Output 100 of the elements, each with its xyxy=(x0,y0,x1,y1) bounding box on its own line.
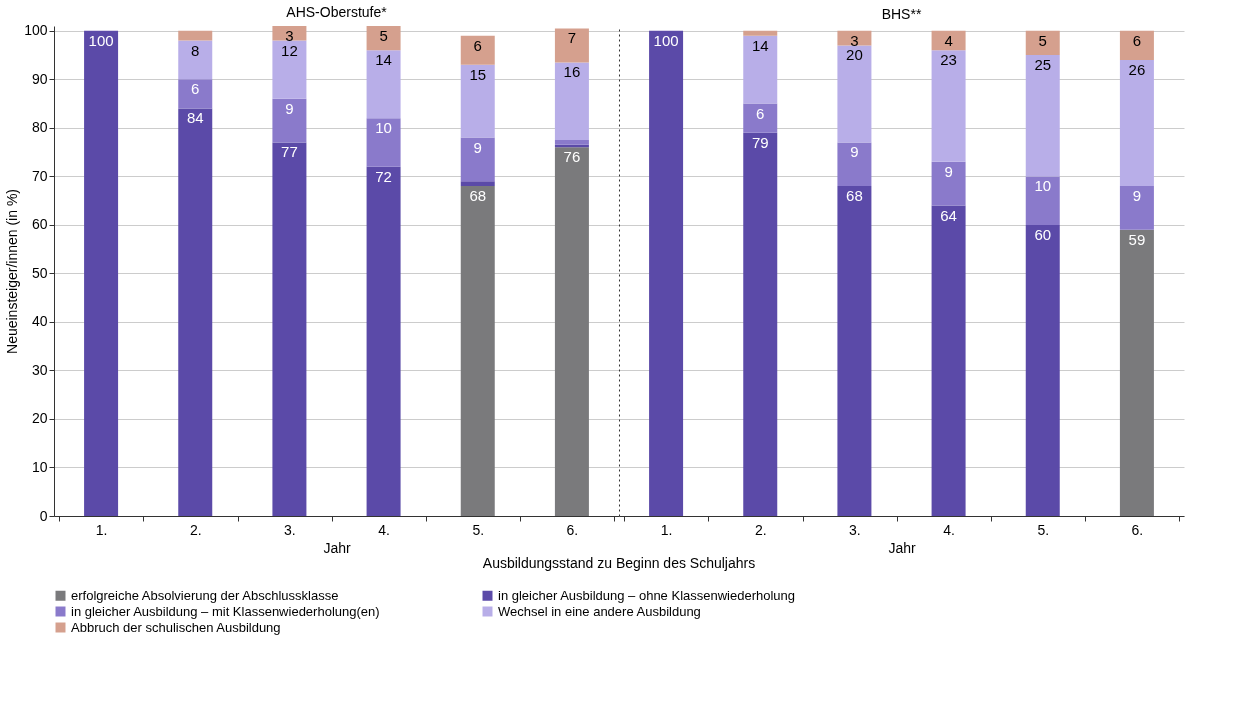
data-label: 10 xyxy=(1034,177,1052,195)
bar xyxy=(272,26,307,41)
bar xyxy=(743,132,778,516)
bar xyxy=(366,118,401,167)
legend-label: in gleicher Ausbildung – mit Klassenwiederholung(en) xyxy=(71,603,380,619)
y-tick-label: 60 xyxy=(31,216,48,233)
bar xyxy=(649,30,684,516)
bar xyxy=(272,98,307,143)
data-label: 12 xyxy=(281,41,298,59)
data-label: 14 xyxy=(751,36,769,54)
data-label: 84 xyxy=(186,109,204,127)
y-tick-label: 80 xyxy=(31,119,48,136)
x-tick-label: 3. xyxy=(284,521,296,538)
x-tick-label: 6. xyxy=(566,521,579,538)
x-tick-label: 1. xyxy=(660,521,673,538)
data-label: 9 xyxy=(473,138,482,156)
y-tick-label: 30 xyxy=(31,361,48,378)
data-label: 77 xyxy=(281,143,298,161)
data-label: 9 xyxy=(944,162,953,180)
y-tick-label: 100 xyxy=(24,22,48,39)
data-label: 59 xyxy=(1128,230,1146,248)
y-tick-label: 90 xyxy=(31,70,48,87)
legend-label: Abbruch der schulischen Ausbildung xyxy=(71,619,281,635)
bar xyxy=(931,30,966,51)
x-tick-label: 5. xyxy=(1037,521,1050,538)
bar xyxy=(84,30,119,516)
bar xyxy=(931,50,966,162)
bar xyxy=(366,50,401,119)
x-tick-label: 4. xyxy=(943,521,955,538)
data-label: 68 xyxy=(469,187,487,205)
data-label: 9 xyxy=(285,99,294,117)
y-tick-label: 20 xyxy=(31,410,48,427)
data-label: 5 xyxy=(1038,31,1047,49)
bar xyxy=(460,186,495,516)
data-label: 25 xyxy=(1034,56,1052,74)
bar xyxy=(1119,30,1154,60)
data-label: 6 xyxy=(191,80,200,98)
data-label: 6 xyxy=(756,104,765,122)
x-tick-label: 3. xyxy=(849,521,861,538)
bar xyxy=(1119,186,1154,230)
legend-label: in gleicher Ausbildung – ohne Klassenwiederholung xyxy=(498,587,796,603)
bar xyxy=(1025,55,1060,177)
bar xyxy=(1025,224,1060,516)
data-label: 14 xyxy=(375,51,392,69)
bar xyxy=(554,140,589,145)
data-label: 100 xyxy=(88,31,114,49)
data-label: 3 xyxy=(850,31,859,49)
bar xyxy=(460,181,495,187)
bar xyxy=(931,161,966,206)
bar xyxy=(178,79,213,109)
chart-title: BHS** xyxy=(881,6,922,22)
bar xyxy=(837,142,872,187)
bar xyxy=(1025,176,1060,225)
data-label: 8 xyxy=(191,41,200,59)
bar xyxy=(366,166,401,516)
x-tick-label: 1. xyxy=(95,521,108,538)
data-label: 15 xyxy=(469,65,487,83)
bar xyxy=(1119,59,1154,187)
bar xyxy=(743,103,778,133)
data-label: 76 xyxy=(563,148,581,166)
bar xyxy=(554,28,589,63)
data-label: 64 xyxy=(940,206,957,224)
data-label: 9 xyxy=(850,143,859,161)
x-axis-title: Jahr xyxy=(888,539,916,556)
bar xyxy=(366,26,401,51)
bar xyxy=(272,40,307,99)
bar xyxy=(272,142,307,516)
bar xyxy=(931,205,966,516)
legend-label: Wechsel in eine andere Ausbildung xyxy=(498,603,701,619)
data-label: 3 xyxy=(285,27,294,44)
bar xyxy=(837,186,872,516)
chart-title: AHS-Oberstufe* xyxy=(286,3,388,20)
data-label: 4 xyxy=(944,31,953,49)
x-tick-label: 2. xyxy=(189,521,202,538)
y-tick-label: 40 xyxy=(31,313,48,330)
data-label: 26 xyxy=(1128,60,1146,78)
data-label: 72 xyxy=(375,167,392,185)
bar xyxy=(178,30,213,41)
data-label: 60 xyxy=(1034,225,1052,243)
text: Ausbildungsstand zu Beginn des Schuljahrs xyxy=(482,555,756,571)
bar xyxy=(743,30,778,36)
data-label: 6 xyxy=(1132,31,1142,49)
bar xyxy=(460,137,495,182)
bar xyxy=(460,35,495,65)
bar xyxy=(554,147,589,516)
data-label: 23 xyxy=(940,51,957,69)
x-tick-label: 6. xyxy=(1131,521,1144,538)
legend-label: erfolgreiche Absolvierung der Abschlussklasse xyxy=(71,587,339,603)
data-label: 9 xyxy=(1132,187,1142,205)
data-label: 16 xyxy=(563,63,581,81)
bar xyxy=(178,108,213,516)
data-label: 20 xyxy=(846,46,863,64)
y-tick-label: 70 xyxy=(31,167,48,184)
x-tick-label: 4. xyxy=(378,521,390,538)
x-tick-label: 5. xyxy=(472,521,485,538)
y-tick-label: 0 xyxy=(39,507,48,524)
data-label: 68 xyxy=(846,187,863,205)
y-axis-title: Neueinsteiger/innen (in %) xyxy=(4,189,21,354)
data-label: 5 xyxy=(379,27,388,44)
data-label: 10 xyxy=(375,119,392,137)
